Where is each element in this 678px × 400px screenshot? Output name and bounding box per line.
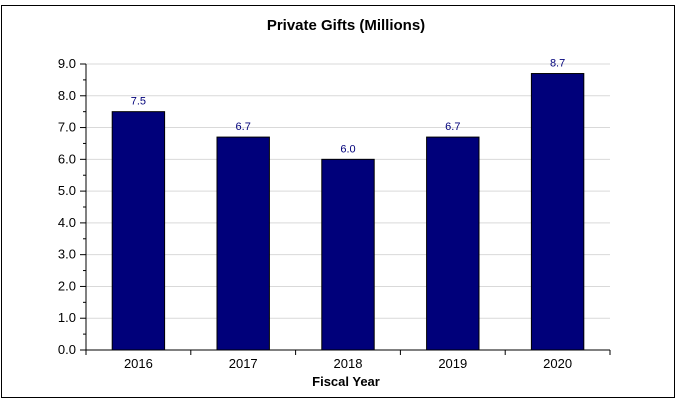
- y-tick-label: 1.0: [58, 310, 76, 325]
- y-tick-label: 7.0: [58, 120, 76, 135]
- axes: [80, 63, 611, 355]
- y-tick-label: 8.0: [58, 88, 76, 103]
- y-tick-label: 2.0: [58, 278, 76, 293]
- bar: [530, 73, 585, 351]
- y-tick-label: 5.0: [58, 183, 76, 198]
- data-label: 8.7: [550, 58, 565, 70]
- labels: 0.0 1.0 2.0 3.0 4.0 5.0 6.0 7.0 8.0 9.0 7.5 2016 6.7…: [58, 56, 572, 371]
- data-label: 6.7: [445, 121, 460, 133]
- bar: [111, 111, 166, 351]
- x-tick-label: 2017: [229, 356, 258, 371]
- y-tick-label: 3.0: [58, 247, 76, 262]
- x-tick-label: 2018: [334, 356, 363, 371]
- data-label: 6.0: [340, 143, 355, 155]
- data-label: 6.7: [236, 121, 251, 133]
- y-tick-label: 9.0: [58, 56, 76, 71]
- y-tick-label: 6.0: [58, 151, 76, 166]
- y-tick-label: 4.0: [58, 215, 76, 230]
- bar: [426, 136, 480, 351]
- y-tick-label: 0.0: [58, 342, 76, 357]
- x-axis-title: Fiscal Year: [312, 374, 380, 389]
- data-label: 7.5: [131, 96, 146, 108]
- chart-title: Private Gifts (Millions): [267, 17, 425, 34]
- bar: [216, 136, 270, 351]
- bar: [321, 158, 375, 351]
- x-tick-label: 2016: [124, 356, 153, 371]
- x-tick-label: 2019: [438, 356, 467, 371]
- bars: [111, 73, 585, 351]
- x-tick-label: 2020: [543, 356, 572, 371]
